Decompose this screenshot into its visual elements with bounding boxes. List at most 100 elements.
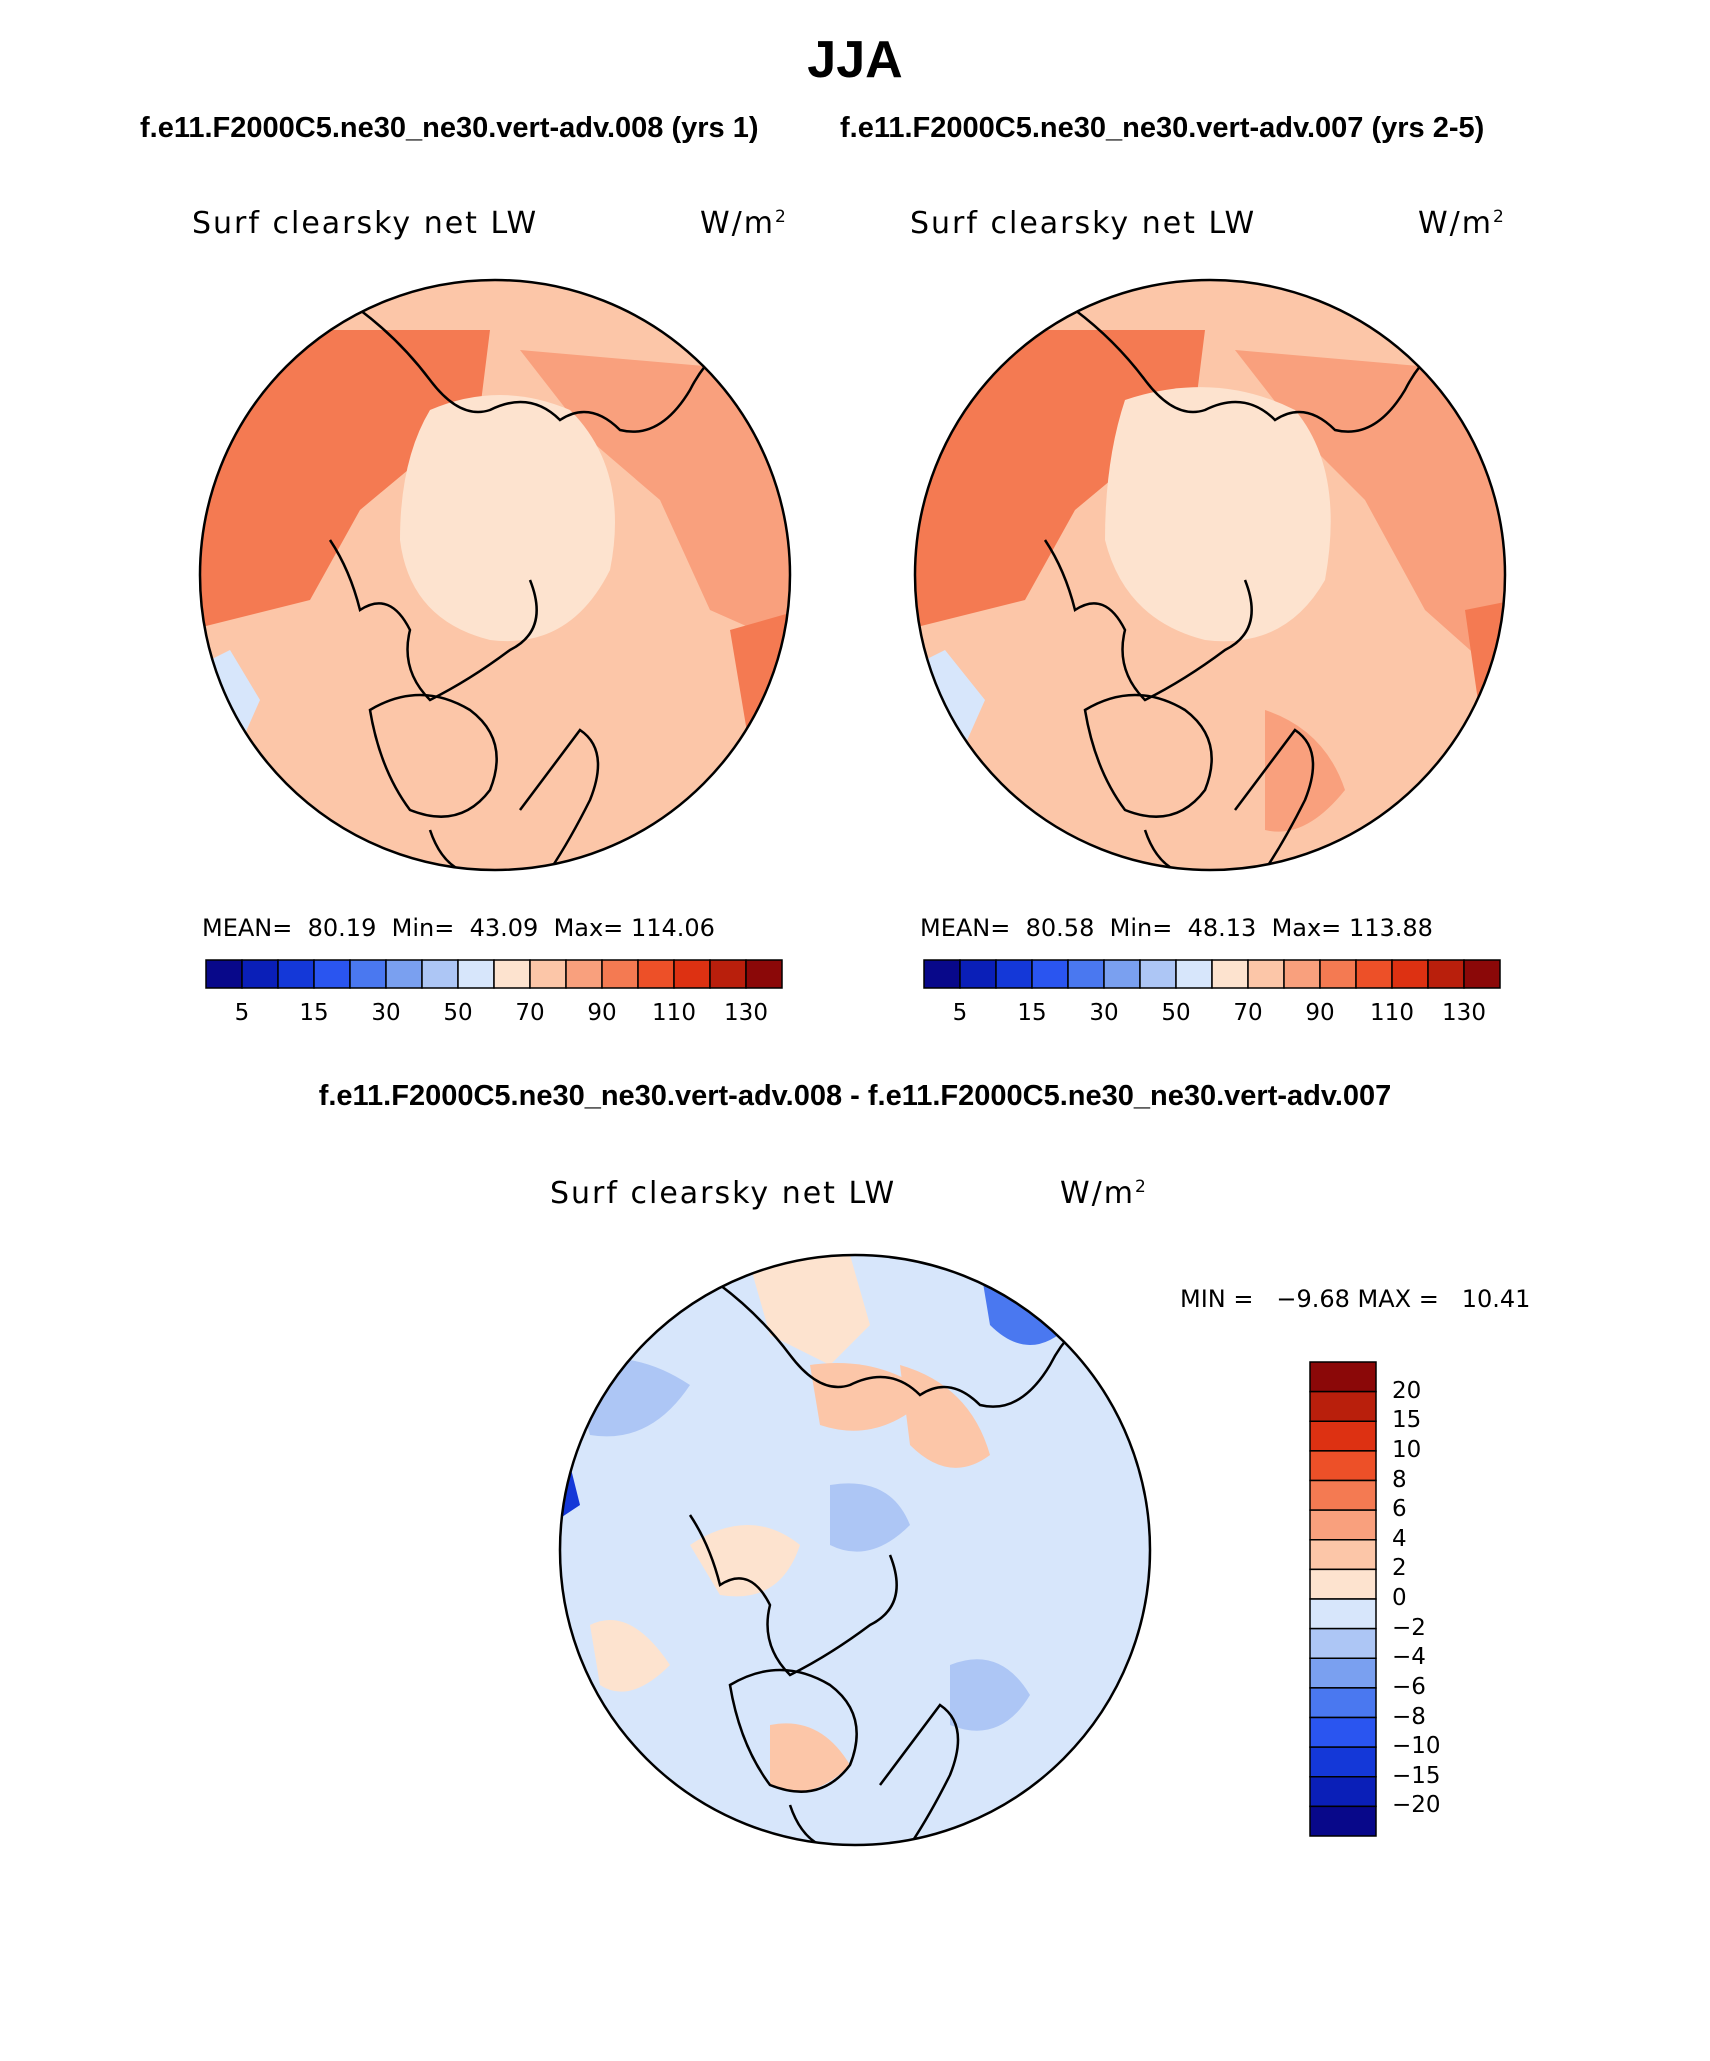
colorbar-right-swatch <box>1031 959 1069 989</box>
colorbar-diff-tick-label: −20 <box>1392 1792 1441 1819</box>
map-diff-pos-s <box>770 1723 850 1792</box>
colorbar-right-labels: 5 15 30 50 70 90 110 130 <box>922 1000 1502 1030</box>
colorbar-left-swatch <box>529 959 567 989</box>
colorbar-left-swatch <box>637 959 675 989</box>
colorbar-right-swatch <box>959 959 997 989</box>
colorbar-left-swatch <box>421 959 459 989</box>
diff-unit: W/m2 <box>1060 1176 1148 1211</box>
colorbar-left-tick-label: 110 <box>652 1000 696 1026</box>
colorbar-right-tick-label: 90 <box>1305 1000 1335 1026</box>
colorbar-right-swatch <box>1283 959 1321 989</box>
colorbar-right-swatch <box>1139 959 1177 989</box>
colorbar-diff-tick-label: −15 <box>1392 1762 1441 1789</box>
colorbar-diff-tick-label: 2 <box>1392 1555 1407 1582</box>
colorbar-diff-tick-label: 8 <box>1392 1466 1407 1493</box>
colorbar-left-swatch <box>673 959 711 989</box>
colorbar-diff-swatch <box>1309 1687 1377 1719</box>
colorbar-diff-swatch <box>1309 1420 1377 1452</box>
map-diff-neg-se <box>950 1659 1030 1731</box>
colorbar-diff-tick-label: 6 <box>1392 1496 1407 1523</box>
colorbar-right-tick-label: 130 <box>1442 1000 1486 1026</box>
colorbar-left-tick-label: 5 <box>234 1000 250 1026</box>
map-right <box>913 278 1507 872</box>
colorbar-diff-swatch <box>1309 1390 1377 1422</box>
colorbar-right <box>923 959 1501 989</box>
colorbar-diff-swatch <box>1309 1568 1377 1600</box>
colorbar-diff-tick-label: −6 <box>1392 1673 1426 1700</box>
figure-title: JJA <box>807 31 903 89</box>
panel-left-unit: W/m2 <box>700 206 788 241</box>
map-diff-pos-n <box>750 1255 870 1365</box>
colorbar-right-swatch <box>1391 959 1429 989</box>
case-title-right: f.e11.F2000C5.ne30_ne30.vert-adv.007 (yr… <box>840 112 1485 144</box>
colorbar-right-tick-label: 5 <box>952 1000 968 1026</box>
map-left-arctic <box>400 395 615 642</box>
panel-right-stats: MEAN= 80.58 Min= 48.13 Max= 113.88 <box>920 914 1433 942</box>
map-right-warm-region-s <box>1265 710 1345 832</box>
colorbar-right-swatch <box>1175 959 1213 989</box>
diff-variable: Surf clearsky net LW <box>550 1176 897 1211</box>
diff-stats: MIN = −9.68 MAX = 10.41 <box>1180 1285 1531 1313</box>
colorbar-diff-swatch <box>1309 1539 1377 1571</box>
colorbar-left-swatch <box>745 959 783 989</box>
map-left-coastlines <box>328 309 751 870</box>
colorbar-left <box>205 959 783 989</box>
colorbar-left-swatch <box>709 959 747 989</box>
map-diff <box>558 1253 1152 1847</box>
map-diff-pos-sw <box>590 1620 670 1692</box>
colorbar-diff-swatch <box>1309 1776 1377 1808</box>
map-right-arctic <box>1105 387 1331 642</box>
colorbar-diff-swatch <box>1309 1657 1377 1689</box>
colorbar-left-swatch <box>565 959 603 989</box>
colorbar-diff-swatch <box>1309 1805 1377 1837</box>
colorbar-diff-tick-label: 4 <box>1392 1525 1407 1552</box>
panel-left-stats: MEAN= 80.19 Min= 43.09 Max= 114.06 <box>202 914 715 942</box>
colorbar-left-tick-label: 90 <box>587 1000 617 1026</box>
panel-right-variable: Surf clearsky net LW <box>910 206 1257 241</box>
map-diff-coastlines <box>688 1284 1111 1845</box>
colorbar-left-labels: 5 15 30 50 70 90 110 130 <box>204 1000 784 1030</box>
colorbar-diff-tick-label: 10 <box>1392 1436 1422 1463</box>
colorbar-right-tick-label: 15 <box>1017 1000 1047 1026</box>
colorbar-diff-tick-label: −10 <box>1392 1733 1441 1760</box>
map-diff-pos-ne <box>900 1365 990 1468</box>
colorbar-right-swatch <box>1211 959 1249 989</box>
colorbar-right-tick-label: 110 <box>1370 1000 1414 1026</box>
colorbar-left-swatch <box>385 959 423 989</box>
colorbar-diff-swatch <box>1309 1598 1377 1630</box>
colorbar-diff-tick-label: −8 <box>1392 1703 1426 1730</box>
map-left-warm-region-ne <box>520 350 790 650</box>
panel-right-unit: W/m2 <box>1418 206 1506 241</box>
map-left-warm-region-nw <box>200 330 490 630</box>
colorbar-right-tick-label: 70 <box>1233 1000 1263 1026</box>
colorbar-right-swatch <box>995 959 1033 989</box>
colorbar-right-swatch <box>1247 959 1285 989</box>
colorbar-left-swatch <box>277 959 315 989</box>
colorbar-right-swatch <box>1319 959 1357 989</box>
map-left <box>198 278 792 872</box>
colorbar-diff-swatch <box>1309 1479 1377 1511</box>
colorbar-left-tick-label: 70 <box>515 1000 545 1026</box>
panel-left-variable: Surf clearsky net LW <box>192 206 539 241</box>
colorbar-diff-swatch <box>1309 1450 1377 1482</box>
colorbar-right-tick-label: 50 <box>1161 1000 1191 1026</box>
colorbar-diff <box>1309 1361 1377 1837</box>
colorbar-diff-swatch <box>1309 1627 1377 1659</box>
colorbar-left-swatch <box>349 959 387 989</box>
colorbar-left-swatch <box>313 959 351 989</box>
colorbar-left-swatch <box>601 959 639 989</box>
colorbar-diff-tick-label: 0 <box>1392 1585 1407 1611</box>
colorbar-right-swatch <box>923 959 961 989</box>
colorbar-right-tick-label: 30 <box>1089 1000 1119 1026</box>
colorbar-diff-swatch <box>1309 1361 1377 1393</box>
colorbar-left-tick-label: 130 <box>724 1000 768 1026</box>
colorbar-left-swatch <box>241 959 279 989</box>
case-title-left: f.e11.F2000C5.ne30_ne30.vert-adv.008 (yr… <box>140 112 759 144</box>
colorbar-diff-swatch <box>1309 1509 1377 1541</box>
colorbar-left-tick-label: 30 <box>371 1000 401 1026</box>
colorbar-right-swatch <box>1067 959 1105 989</box>
colorbar-left-swatch <box>205 959 243 989</box>
colorbar-diff-tick-label: −4 <box>1392 1644 1426 1671</box>
diff-title: f.e11.F2000C5.ne30_ne30.vert-adv.008 - f… <box>318 1080 1392 1112</box>
map-diff-neg-center <box>830 1483 910 1552</box>
